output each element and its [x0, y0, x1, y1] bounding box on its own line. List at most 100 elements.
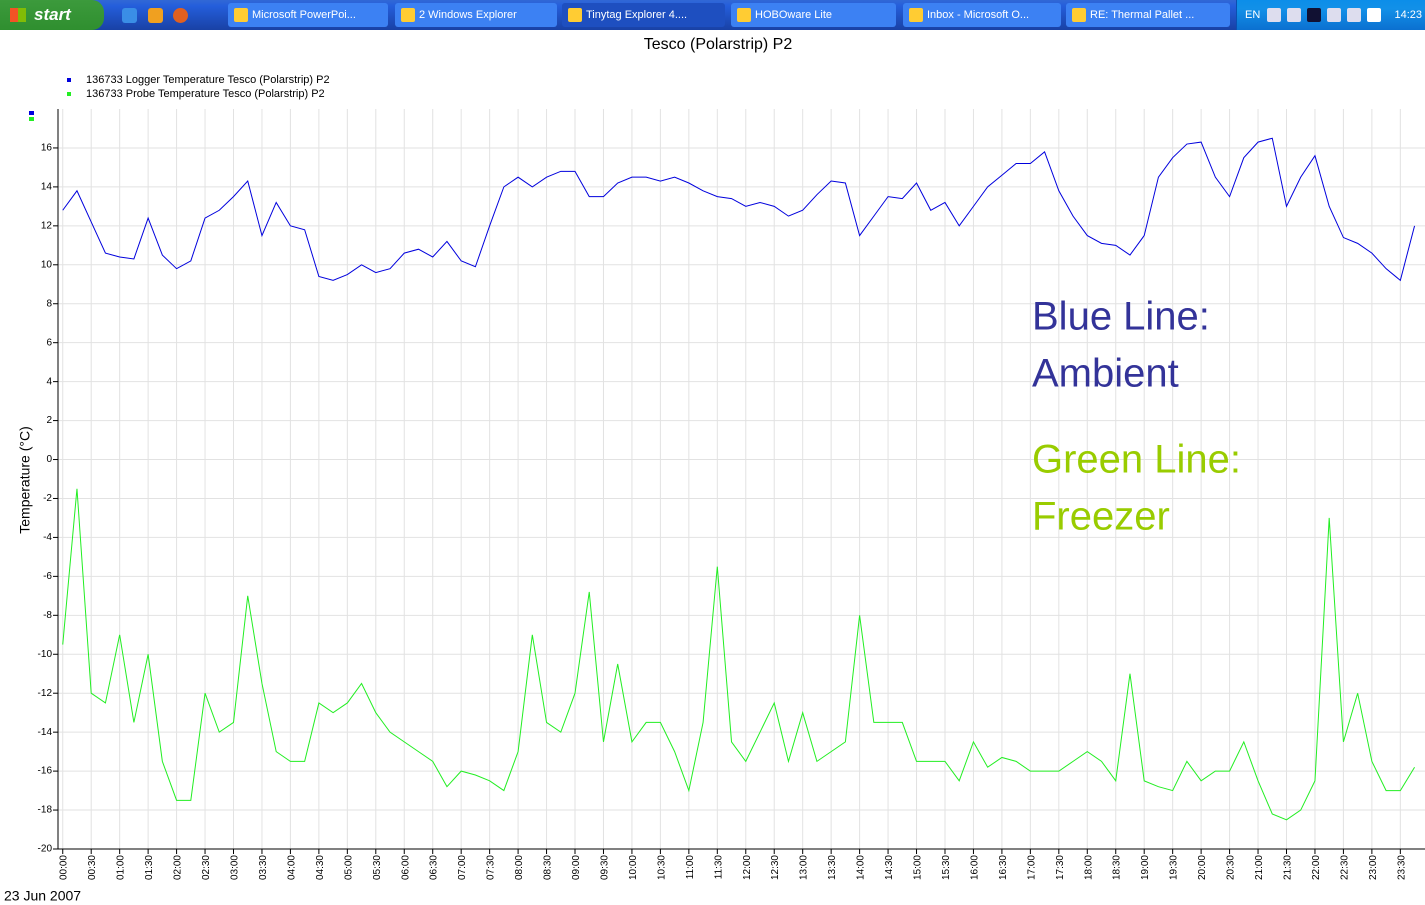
x-tick-label: 20:30: [1226, 855, 1237, 880]
x-tick-label: 01:00: [116, 855, 127, 880]
x-tick-label: 14:00: [856, 855, 867, 880]
y-tick-label: 6: [46, 337, 52, 348]
x-tick-label: 08:00: [514, 855, 525, 880]
x-tick-label: 23:30: [1396, 855, 1407, 880]
x-tick-label: 16:00: [969, 855, 980, 880]
series-line: [62, 137, 1416, 282]
chart: Tesco (Polarstrip) P2 Temperature (°C) 2…: [4, 36, 1425, 904]
x-tick-label: 15:30: [941, 855, 952, 880]
legend-icon: [29, 117, 34, 121]
x-tick-label: 19:00: [1140, 855, 1151, 880]
date-label: 23 Jun 2007: [4, 888, 81, 904]
task-button[interactable]: Inbox - Microsoft O...: [903, 3, 1061, 27]
language[interactable]: EN: [1245, 9, 1261, 21]
x-tick-label: 05:30: [372, 855, 383, 880]
y-tick-label: -6: [43, 571, 52, 582]
legend-icon: [29, 111, 34, 115]
y-tick-label: -2: [43, 493, 52, 504]
x-tick-label: 16:30: [998, 855, 1009, 880]
tray-icon[interactable]: [1267, 8, 1281, 22]
x-tick-label: 10:00: [628, 855, 639, 880]
x-tick-label: 13:30: [827, 855, 838, 880]
start-button[interactable]: start: [0, 0, 104, 30]
tray-icon[interactable]: [1347, 8, 1361, 22]
annotation: Blue Line:: [1032, 295, 1210, 339]
tray-icon[interactable]: [1287, 8, 1301, 22]
task-button[interactable]: 2 Windows Explorer: [395, 3, 557, 27]
y-tick-label: -18: [38, 805, 53, 816]
x-tick-label: 10:30: [656, 855, 667, 880]
quick-launch-icon[interactable]: [173, 8, 188, 23]
x-tick-label: 11:30: [713, 855, 724, 880]
y-tick-label: -14: [38, 727, 53, 738]
legend-label: 136733 Probe Temperature Tesco (Polarstr…: [86, 88, 325, 100]
x-tick-label: 17:00: [1026, 855, 1037, 880]
x-tick-label: 00:00: [59, 855, 70, 880]
x-tick-label: 09:00: [571, 855, 582, 880]
x-tick-label: 23:00: [1368, 855, 1379, 880]
x-tick-label: 15:00: [913, 855, 924, 880]
tray-icon[interactable]: [1367, 8, 1381, 22]
x-tick-label: 12:00: [742, 855, 753, 880]
y-tick-label: 0: [46, 454, 52, 465]
y-tick-label: 12: [41, 220, 53, 231]
x-tick-label: 22:30: [1339, 855, 1350, 880]
x-tick-label: 07:30: [486, 855, 497, 880]
x-tick-label: 17:30: [1055, 855, 1066, 880]
y-tick-label: 2: [46, 415, 52, 426]
y-tick-label: 4: [46, 376, 52, 387]
x-tick-label: 01:30: [144, 855, 155, 880]
y-tick-label: -4: [43, 532, 52, 543]
y-axis-label: Temperature (°C): [17, 426, 33, 534]
y-tick-label: 10: [41, 259, 53, 270]
clock: 14:23: [1394, 9, 1422, 21]
x-tick-label: 13:00: [799, 855, 810, 880]
legend-swatch: [67, 92, 71, 96]
y-tick-label: -20: [38, 844, 53, 855]
task-button[interactable]: HOBOware Lite: [731, 3, 896, 27]
x-tick-label: 02:00: [173, 855, 184, 880]
legend-swatch: [67, 78, 71, 82]
x-tick-label: 03:00: [229, 855, 240, 880]
quick-launch-icon[interactable]: [122, 8, 137, 23]
x-tick-label: 18:00: [1083, 855, 1094, 880]
x-tick-label: 04:30: [315, 855, 326, 880]
y-tick-label: 14: [41, 182, 53, 193]
annotation: Green Line:: [1032, 438, 1241, 482]
x-tick-label: 19:30: [1169, 855, 1180, 880]
x-tick-label: 11:00: [685, 855, 696, 880]
x-tick-label: 00:30: [87, 855, 98, 880]
x-tick-label: 14:30: [884, 855, 895, 880]
y-tick-label: 8: [46, 298, 52, 309]
task-button[interactable]: Microsoft PowerPoi...: [228, 3, 388, 27]
quick-launch-icon[interactable]: [148, 8, 163, 23]
task-button[interactable]: RE: Thermal Pallet ...: [1066, 3, 1230, 27]
task-button[interactable]: Tinytag Explorer 4....: [562, 3, 725, 27]
taskbar: start Microsoft PowerPoi... 2 Windows Ex…: [0, 0, 1425, 30]
x-tick-label: 21:00: [1254, 855, 1265, 880]
x-tick-label: 04:00: [286, 855, 297, 880]
y-tick-label: 16: [41, 143, 53, 154]
annotation: Ambient: [1032, 352, 1179, 396]
x-tick-label: 08:30: [543, 855, 554, 880]
y-tick-label: -10: [38, 649, 53, 660]
x-tick-label: 22:00: [1311, 855, 1322, 880]
legend-label: 136733 Logger Temperature Tesco (Polarst…: [86, 74, 330, 86]
y-tick-label: -12: [38, 688, 53, 699]
x-tick-label: 07:00: [457, 855, 468, 880]
x-tick-label: 05:00: [343, 855, 354, 880]
series-line: [62, 488, 1415, 821]
chart-title: Tesco (Polarstrip) P2: [644, 36, 793, 53]
y-tick-label: -16: [38, 766, 53, 777]
x-tick-label: 02:30: [201, 855, 212, 880]
tray-icon[interactable]: [1327, 8, 1341, 22]
y-tick-label: -8: [43, 610, 52, 621]
x-tick-label: 18:30: [1112, 855, 1123, 880]
x-tick-label: 06:00: [400, 855, 411, 880]
x-tick-label: 21:30: [1282, 855, 1293, 880]
tray-icon[interactable]: [1307, 8, 1321, 22]
annotation: Freezer: [1032, 495, 1170, 539]
x-tick-label: 20:00: [1197, 855, 1208, 880]
x-tick-label: 09:30: [599, 855, 610, 880]
